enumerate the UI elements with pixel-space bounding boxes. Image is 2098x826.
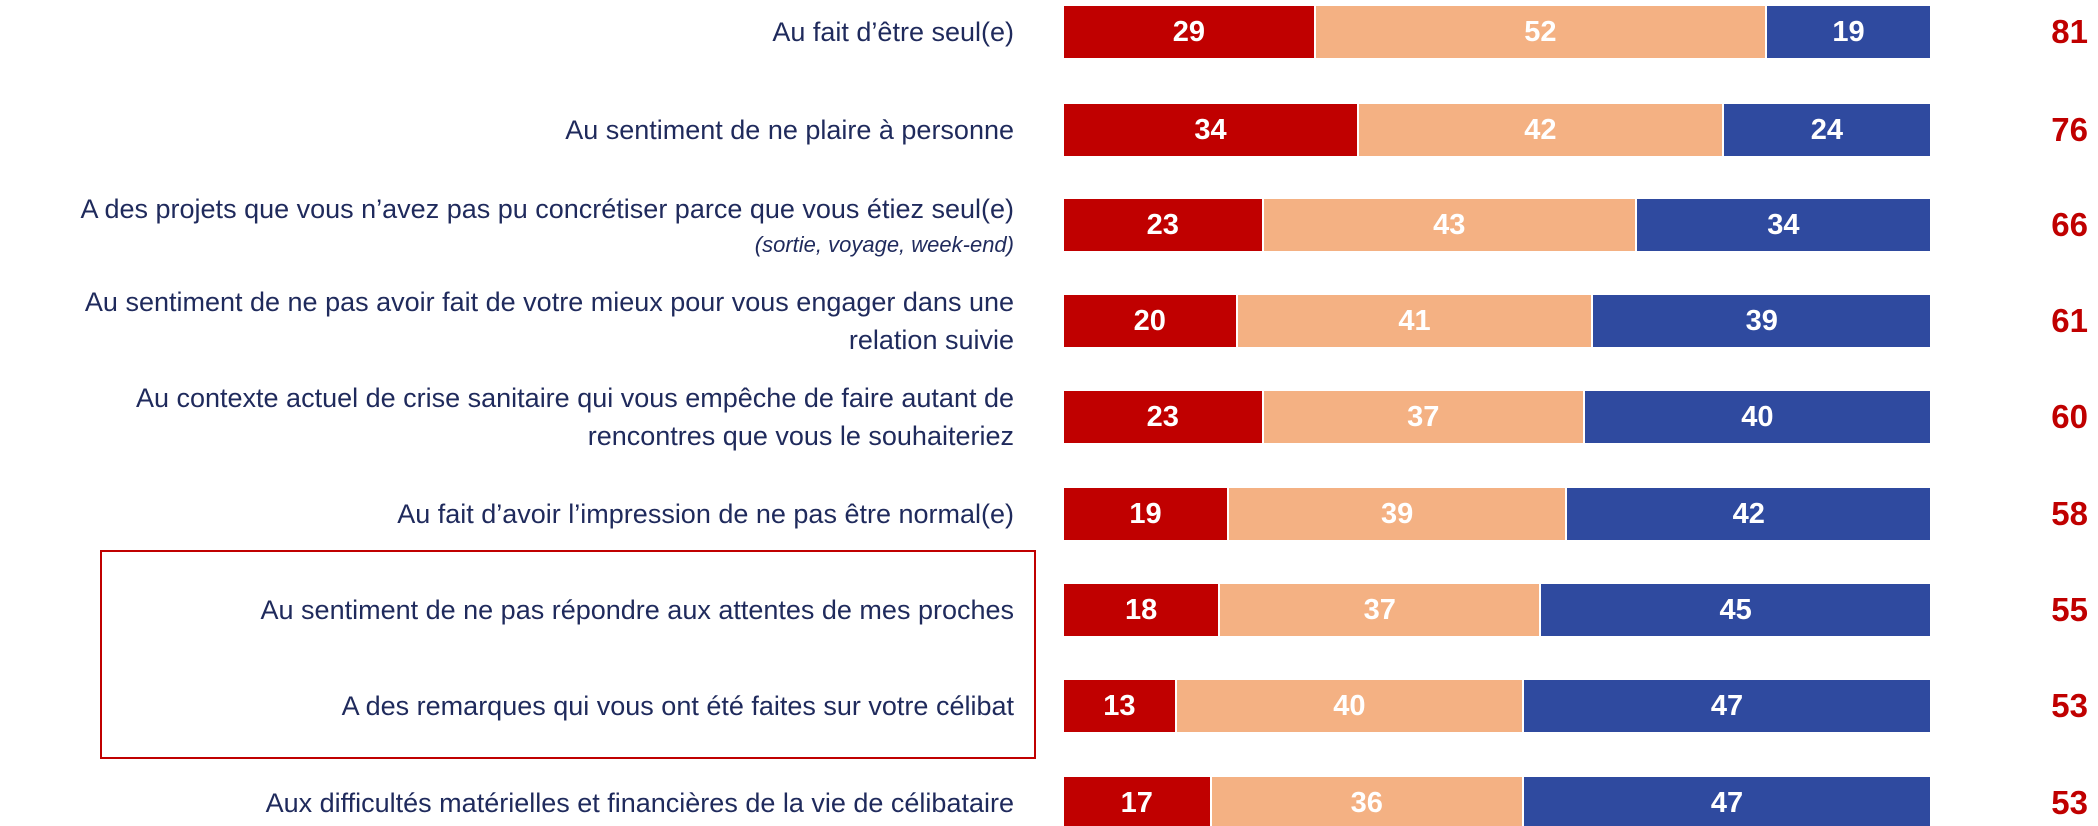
category-note: (sortie, voyage, week-end) xyxy=(754,231,1014,257)
total-label: 81 xyxy=(2051,13,2088,50)
total-label: 66 xyxy=(2051,206,2088,243)
bar-segment: 13 xyxy=(1064,680,1177,732)
category-label: Au sentiment de ne plaire à personne xyxy=(14,85,1014,175)
category-text: Au fait d’être seul(e) xyxy=(772,16,1014,47)
bar-segment: 19 xyxy=(1767,6,1932,58)
bar-segment: 29 xyxy=(1064,6,1316,58)
total-label: 76 xyxy=(2051,111,2088,148)
bar-segment: 47 xyxy=(1524,777,1932,826)
category-text: Au sentiment de ne plaire à personne xyxy=(565,114,1014,145)
total-label: 58 xyxy=(2051,495,2088,532)
bar-segment: 34 xyxy=(1636,199,1932,251)
category-label: Au contexte actuel de crise sanitaire qu… xyxy=(14,372,1014,462)
highlight-box xyxy=(100,550,1036,759)
category-text: Au sentiment de ne pas avoir fait de vot… xyxy=(84,286,1014,355)
category-text: Au sentiment de ne pas répondre aux atte… xyxy=(260,594,1014,625)
bar-segment: 41 xyxy=(1237,295,1594,347)
bar-segment: 45 xyxy=(1541,584,1932,636)
category-label: Au sentiment de ne pas répondre aux atte… xyxy=(14,565,1014,655)
category-label: Au sentiment de ne pas avoir fait de vot… xyxy=(14,276,1014,366)
category-label: Au fait d’avoir l’impression de ne pas ê… xyxy=(14,469,1014,559)
category-text: Aux difficultés matérielles et financièr… xyxy=(265,787,1014,818)
bar-segment: 47 xyxy=(1524,680,1932,732)
category-label: Au fait d’être seul(e) xyxy=(14,0,1014,77)
total-label: 60 xyxy=(2051,398,2088,435)
bar-segment: 42 xyxy=(1567,488,1932,540)
total-label: 53 xyxy=(2051,784,2088,821)
bar-segment: 34 xyxy=(1064,104,1360,156)
bar-segment: 18 xyxy=(1064,584,1221,636)
bar-segment: 39 xyxy=(1593,295,1932,347)
bar-segment: 37 xyxy=(1263,391,1585,443)
bar-segment: 23 xyxy=(1064,199,1264,251)
total-label: 53 xyxy=(2051,687,2088,724)
bar-segment: 40 xyxy=(1176,680,1525,732)
category-text: Au contexte actuel de crise sanitaire qu… xyxy=(135,382,1014,451)
bar-segment: 23 xyxy=(1064,391,1264,443)
category-text: A des remarques qui vous ont été faites … xyxy=(341,690,1014,721)
bar-segment: 36 xyxy=(1211,777,1525,826)
bar-segment: 40 xyxy=(1584,391,1932,443)
category-text: Au fait d’avoir l’impression de ne pas ê… xyxy=(397,498,1014,529)
category-label: A des projets que vous n’avez pas pu con… xyxy=(14,180,1014,270)
category-label: Aux difficultés matérielles et financièr… xyxy=(14,758,1014,826)
bar-segment: 37 xyxy=(1220,584,1542,636)
bar-segment: 24 xyxy=(1723,104,1932,156)
bar-segment: 43 xyxy=(1263,199,1637,251)
total-label: 55 xyxy=(2051,591,2088,628)
bar-segment: 39 xyxy=(1228,488,1568,540)
bar-segment: 52 xyxy=(1315,6,1768,58)
bar-segment: 19 xyxy=(1064,488,1229,540)
category-label: A des remarques qui vous ont été faites … xyxy=(14,661,1014,751)
total-label: 61 xyxy=(2051,302,2088,339)
bar-segment: 20 xyxy=(1064,295,1238,347)
bar-segment: 42 xyxy=(1359,104,1724,156)
category-text: A des projets que vous n’avez pas pu con… xyxy=(80,194,1014,225)
bar-segment: 17 xyxy=(1064,777,1212,826)
